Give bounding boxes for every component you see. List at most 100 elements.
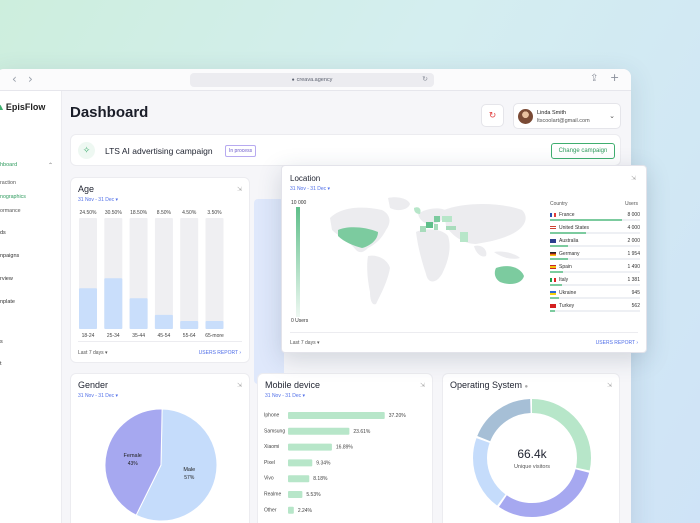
device-value: 23.61% (353, 429, 371, 435)
flag-icon (550, 278, 556, 282)
flag-icon (550, 213, 556, 217)
country-users: 945 (631, 290, 640, 296)
country-name: Italy (559, 277, 569, 283)
age-bar-value: 3.50% (207, 210, 222, 216)
gender-pie-chart: Male 57% Female 43% (104, 408, 218, 522)
share-icon[interactable]: ⇪ (590, 73, 599, 84)
page-title: Dashboard (70, 104, 149, 121)
card-title: Mobile device (265, 380, 321, 390)
slice-value: 43% (128, 461, 139, 467)
main-content: Dashboard ↻ Linda Smith ltscoolart@gmail… (62, 91, 631, 523)
refresh-button[interactable]: ↻ (481, 104, 504, 127)
date-range-picker[interactable]: 31 Nov - 31 Dec ▾ (265, 393, 306, 399)
device-label: Xiaomi (264, 444, 279, 450)
age-bar (154, 314, 173, 329)
legend-max: 10 000 (291, 200, 307, 206)
sidebar-item[interactable]: ormance (0, 208, 21, 214)
refresh-icon: ↻ (488, 110, 497, 121)
device-bar (288, 427, 350, 435)
gender-card: Gender 31 Nov - 31 Dec ▾ ⇲ Male 57% Female… (70, 373, 250, 523)
more-options-icon[interactable]: ⇲ (236, 382, 242, 389)
age-category-label: 65-more (205, 333, 224, 339)
card-title: Location (290, 174, 321, 183)
user-menu[interactable]: Linda Smith ltscoolart@gmail.com ⌄ (513, 103, 621, 129)
country-bar-track (550, 271, 640, 273)
more-options-icon[interactable]: ⇲ (236, 186, 242, 193)
country-users: 1 490 (627, 264, 640, 270)
sidebar-item[interactable]: ds (0, 230, 6, 236)
flag-icon (550, 265, 556, 269)
new-tab-icon[interactable]: + (610, 71, 620, 84)
date-range-picker[interactable]: 31 Nov - 31 Dec ▾ (78, 393, 119, 399)
device-value: 37.20% (389, 413, 407, 419)
country-bar-fill (550, 258, 568, 260)
device-label: Iphone (264, 413, 280, 419)
device-label: Pixel (264, 460, 275, 466)
back-icon[interactable]: ‹ (12, 72, 17, 86)
flag-icon (550, 226, 556, 230)
country-users: 4 000 (627, 225, 640, 231)
sidebar-item[interactable]: npaigns (0, 253, 20, 259)
country-name: Germany (559, 251, 580, 257)
age-bar (205, 321, 224, 329)
pie-slice (135, 408, 218, 522)
device-label: Vivo (264, 476, 274, 482)
sidebar: ▲EpisFlow ⌃ hboard raction nographics orman… (0, 91, 62, 523)
device-bar (288, 475, 310, 483)
card-title: Age (78, 184, 95, 194)
sidebar-item[interactable]: raction (0, 180, 16, 186)
campaign-icon: ✧ (78, 142, 95, 159)
date-range-picker[interactable]: 31 Nov - 31 Dec ▾ (290, 186, 331, 192)
flag-icon (550, 304, 556, 308)
age-bar-value: 30.50% (105, 210, 123, 216)
sidebar-item[interactable]: rview (0, 276, 13, 282)
location-card-background (254, 199, 284, 384)
country-name: Turkey (559, 303, 575, 309)
sidebar-item[interactable]: nographics (0, 194, 26, 200)
campaign-title: LTS AI advertising campaign (105, 146, 213, 156)
users-report-link[interactable]: USERS REPORT › (198, 350, 241, 356)
avatar (518, 109, 533, 124)
operating-system-card: Operating System ● ⇲ 66.4k Unique visitor… (442, 373, 620, 523)
age-category-label: 55-64 (183, 333, 196, 339)
chevron-up-icon[interactable]: ⌃ (48, 163, 54, 169)
age-bar-value: 8.50% (157, 210, 172, 216)
sidebar-item[interactable]: t (0, 361, 2, 367)
forward-icon[interactable]: › (28, 72, 33, 86)
sidebar-item[interactable]: hboard (0, 162, 18, 168)
more-options-icon[interactable]: ⇲ (606, 382, 612, 389)
chevron-down-icon: ⌄ (609, 112, 615, 120)
logo: ▲EpisFlow (0, 102, 45, 112)
sidebar-item[interactable]: s (0, 339, 3, 345)
period-dropdown[interactable]: Last 7 days ▾ (290, 340, 320, 346)
users-report-link[interactable]: USERS REPORT › (595, 340, 638, 346)
browser-toolbar: ‹ › ● creava.agency ↻ ⇪ + (0, 69, 631, 91)
country-name: France (559, 212, 575, 218)
more-options-icon[interactable]: ⇲ (630, 175, 636, 182)
country-name: Spain (559, 264, 572, 270)
legend-gradient (296, 207, 300, 317)
country-bar-track (550, 297, 640, 299)
reload-icon[interactable]: ↻ (422, 75, 428, 83)
device-value: 9.34% (316, 460, 331, 466)
date-range-picker[interactable]: 31 Nov - 31 Dec ▾ (78, 197, 119, 203)
sidebar-item[interactable]: nplate (0, 299, 15, 305)
donut-segment (473, 399, 591, 517)
device-bar (288, 443, 332, 451)
country-bar-fill (550, 310, 555, 312)
country-users: 1 381 (627, 277, 640, 283)
change-campaign-button[interactable]: Change campaign (551, 143, 615, 159)
address-bar[interactable]: ● creava.agency ↻ (190, 73, 434, 87)
more-options-icon[interactable]: ⇲ (419, 382, 425, 389)
info-icon[interactable]: ● (524, 384, 529, 390)
unique-visitors-value: 66.4k (517, 447, 547, 461)
country-users: 562 (631, 303, 640, 309)
period-dropdown[interactable]: Last 7 days ▾ (78, 350, 108, 356)
country-bar-fill (550, 219, 622, 221)
country-bar-fill (550, 271, 563, 273)
device-bar (288, 506, 294, 514)
flag-icon (550, 252, 556, 256)
flag-icon (550, 239, 556, 243)
country-row: Turkey 562 (550, 303, 640, 316)
age-bar-track (154, 218, 173, 329)
